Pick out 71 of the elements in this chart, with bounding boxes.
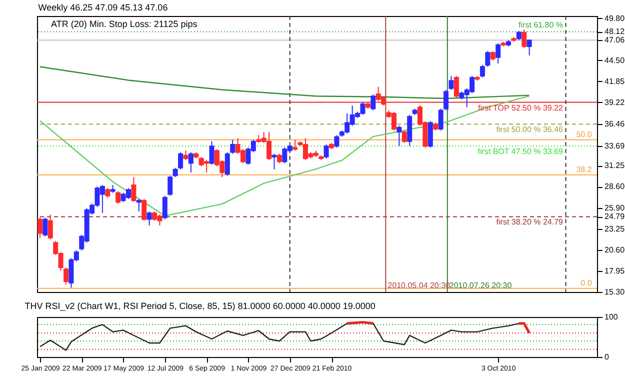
candlestick xyxy=(188,152,194,173)
candlestick xyxy=(230,139,236,154)
line-series xyxy=(39,96,530,216)
y-tick-label: 15.30 xyxy=(604,288,625,296)
candlestick xyxy=(485,50,490,68)
candlestick xyxy=(444,89,449,111)
candlestick xyxy=(183,150,188,161)
y-tick-label: 36.46 xyxy=(604,120,625,129)
y-tick-label: 17.95 xyxy=(604,266,625,276)
candlestick xyxy=(146,210,152,226)
y-tick-label: 48.12 xyxy=(604,27,625,36)
candlestick xyxy=(490,50,496,61)
candlestick xyxy=(334,134,340,148)
candlestick xyxy=(370,94,376,111)
candlestick xyxy=(172,167,178,178)
candlestick xyxy=(272,153,277,170)
y-tick-label: 31.25 xyxy=(604,161,625,170)
y-tick-label: 41.85 xyxy=(604,76,625,86)
candlestick xyxy=(209,140,214,166)
line-series xyxy=(39,322,520,351)
y-tick-label: 100 xyxy=(604,312,618,322)
candlestick xyxy=(64,266,69,286)
candlestick xyxy=(522,28,527,48)
candlestick xyxy=(516,30,522,41)
y-tick-label: 47.06 xyxy=(604,36,625,45)
candlestick xyxy=(276,153,282,164)
candlestick xyxy=(480,64,485,78)
ref-line-label: first 38.20 % 24.79 xyxy=(496,218,564,227)
annotation: 38.2 xyxy=(576,164,592,174)
y-tick-label: 20.60 xyxy=(604,245,625,254)
y-tick-label: 0 xyxy=(604,352,610,362)
candlestick xyxy=(496,42,501,64)
candlestick xyxy=(162,195,168,220)
candlestick xyxy=(116,190,121,204)
y-tick-label: 39.22 xyxy=(604,98,625,107)
candlestick xyxy=(224,152,230,176)
candlestick xyxy=(131,176,136,203)
ref-line-label: first 50.00 % 36.46 xyxy=(496,125,564,134)
candlestick xyxy=(428,120,433,148)
y-tick-label: 24.79 xyxy=(604,212,625,222)
candlestick xyxy=(142,198,147,222)
annotation: 0.0 xyxy=(580,278,592,288)
candlestick xyxy=(448,75,454,90)
candlestick xyxy=(168,175,173,196)
line-series xyxy=(39,66,530,100)
candlestick xyxy=(105,188,110,198)
y-tick-label: 33.69 xyxy=(604,142,625,151)
candlestick xyxy=(37,217,42,238)
candlestick xyxy=(42,217,48,237)
ref-line-label: first 61.80 % xyxy=(518,20,563,30)
ref-line-label: 2010.07.26 20:30 xyxy=(449,281,512,290)
annotation: ATR (20) Min. Stop Loss: 21125 pips xyxy=(51,19,198,29)
candlestick xyxy=(396,125,402,147)
y-tick-label: 44.50 xyxy=(604,56,625,65)
chart-title: THV RSI_v2 (Chart W1, RSI Period 5, Close, 85, 15) 81.0000 60.0000 40.0000 19.0000 xyxy=(24,301,376,311)
candlestick xyxy=(324,144,329,160)
candlestick xyxy=(402,130,407,144)
candlestick xyxy=(454,75,459,98)
candlestick xyxy=(48,214,53,240)
y-tick-label: 25.90 xyxy=(604,203,625,212)
ref-line-label: first BOT 47.50 % 33.69 xyxy=(478,147,564,156)
y-tick-label: 23.25 xyxy=(604,224,625,234)
annotation: 50.0 xyxy=(576,130,592,139)
chart-title: Weekly 46.25 47.09 45.13 47.06 xyxy=(38,2,168,12)
candlestick xyxy=(438,108,444,131)
candlestick xyxy=(526,39,532,56)
candlestick xyxy=(136,198,142,212)
y-tick-label: 28.60 xyxy=(604,182,625,192)
candlestick xyxy=(292,139,298,152)
candlestick xyxy=(178,152,184,170)
y-tick-label: 49.80 xyxy=(604,14,625,23)
